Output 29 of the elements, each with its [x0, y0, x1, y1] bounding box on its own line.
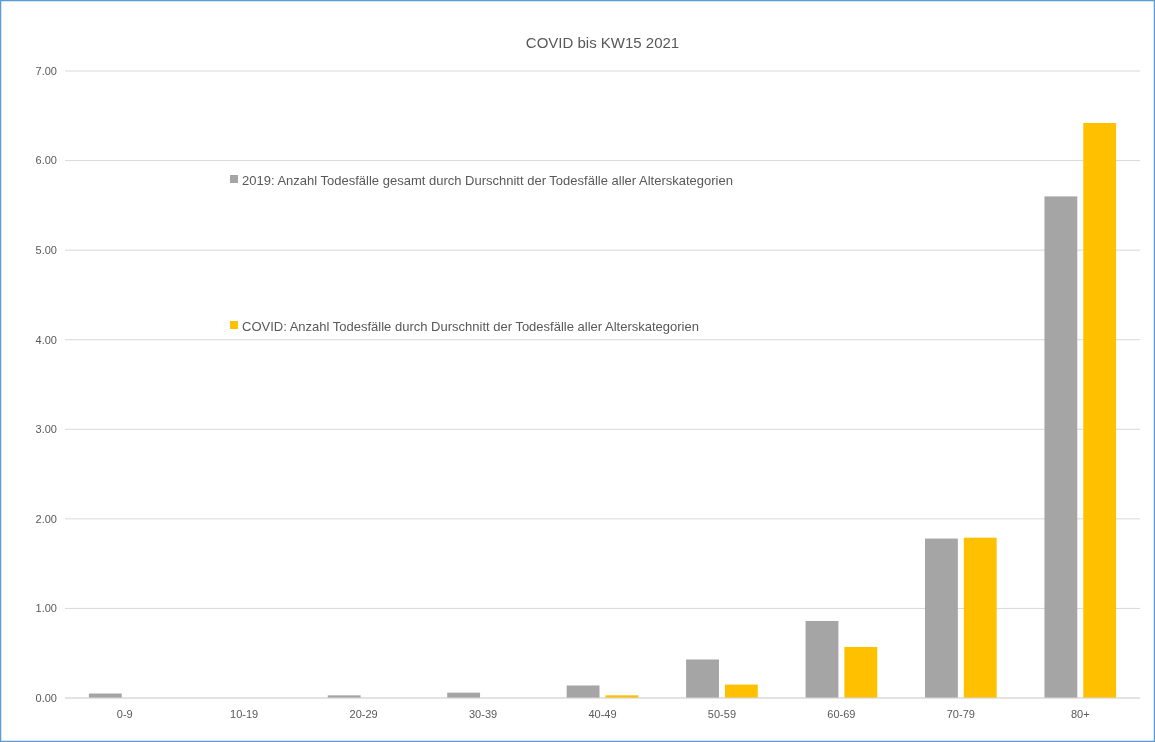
bar — [925, 538, 958, 698]
bar — [805, 620, 839, 698]
y-tick-label: 7.00 — [35, 64, 57, 77]
bar — [844, 646, 878, 698]
bar — [1044, 196, 1078, 698]
chart-title: COVID bis KW15 2021 — [525, 34, 680, 51]
x-tick-label: 50-59 — [707, 708, 737, 720]
x-tick-label: 40-49 — [588, 708, 617, 720]
y-tick-label: 1.00 — [35, 602, 57, 615]
y-tick-label: 4.00 — [35, 333, 57, 346]
y-tick-label: 3.00 — [35, 423, 57, 436]
x-tick-label: 10-19 — [230, 708, 259, 720]
x-tick-label: 60-69 — [827, 708, 856, 720]
x-tick-label: 70-79 — [946, 708, 975, 720]
bar — [724, 684, 758, 698]
y-tick-label: 0.00 — [35, 691, 57, 704]
legend-label: COVID: Anzahl Todesfälle durch Durschnitt der Todesfälle aller Alterskategorien — [242, 318, 699, 334]
bar — [963, 537, 997, 698]
x-tick-label: 80+ — [1070, 708, 1090, 720]
x-tick-label: 0-9 — [116, 708, 133, 720]
bar — [566, 685, 600, 698]
y-tick-label: 5.00 — [35, 243, 57, 256]
bar — [686, 659, 719, 698]
y-tick-label: 6.00 — [35, 154, 57, 167]
y-tick-label: 2.00 — [35, 512, 57, 525]
x-tick-label: 20-29 — [349, 708, 378, 720]
bar — [1083, 122, 1117, 698]
legend-label: 2019: Anzahl Todesfälle gesamt durch Durschnitt der Todesfälle aller Alterskategorien — [242, 172, 733, 188]
x-tick-label: 30-39 — [468, 708, 498, 720]
